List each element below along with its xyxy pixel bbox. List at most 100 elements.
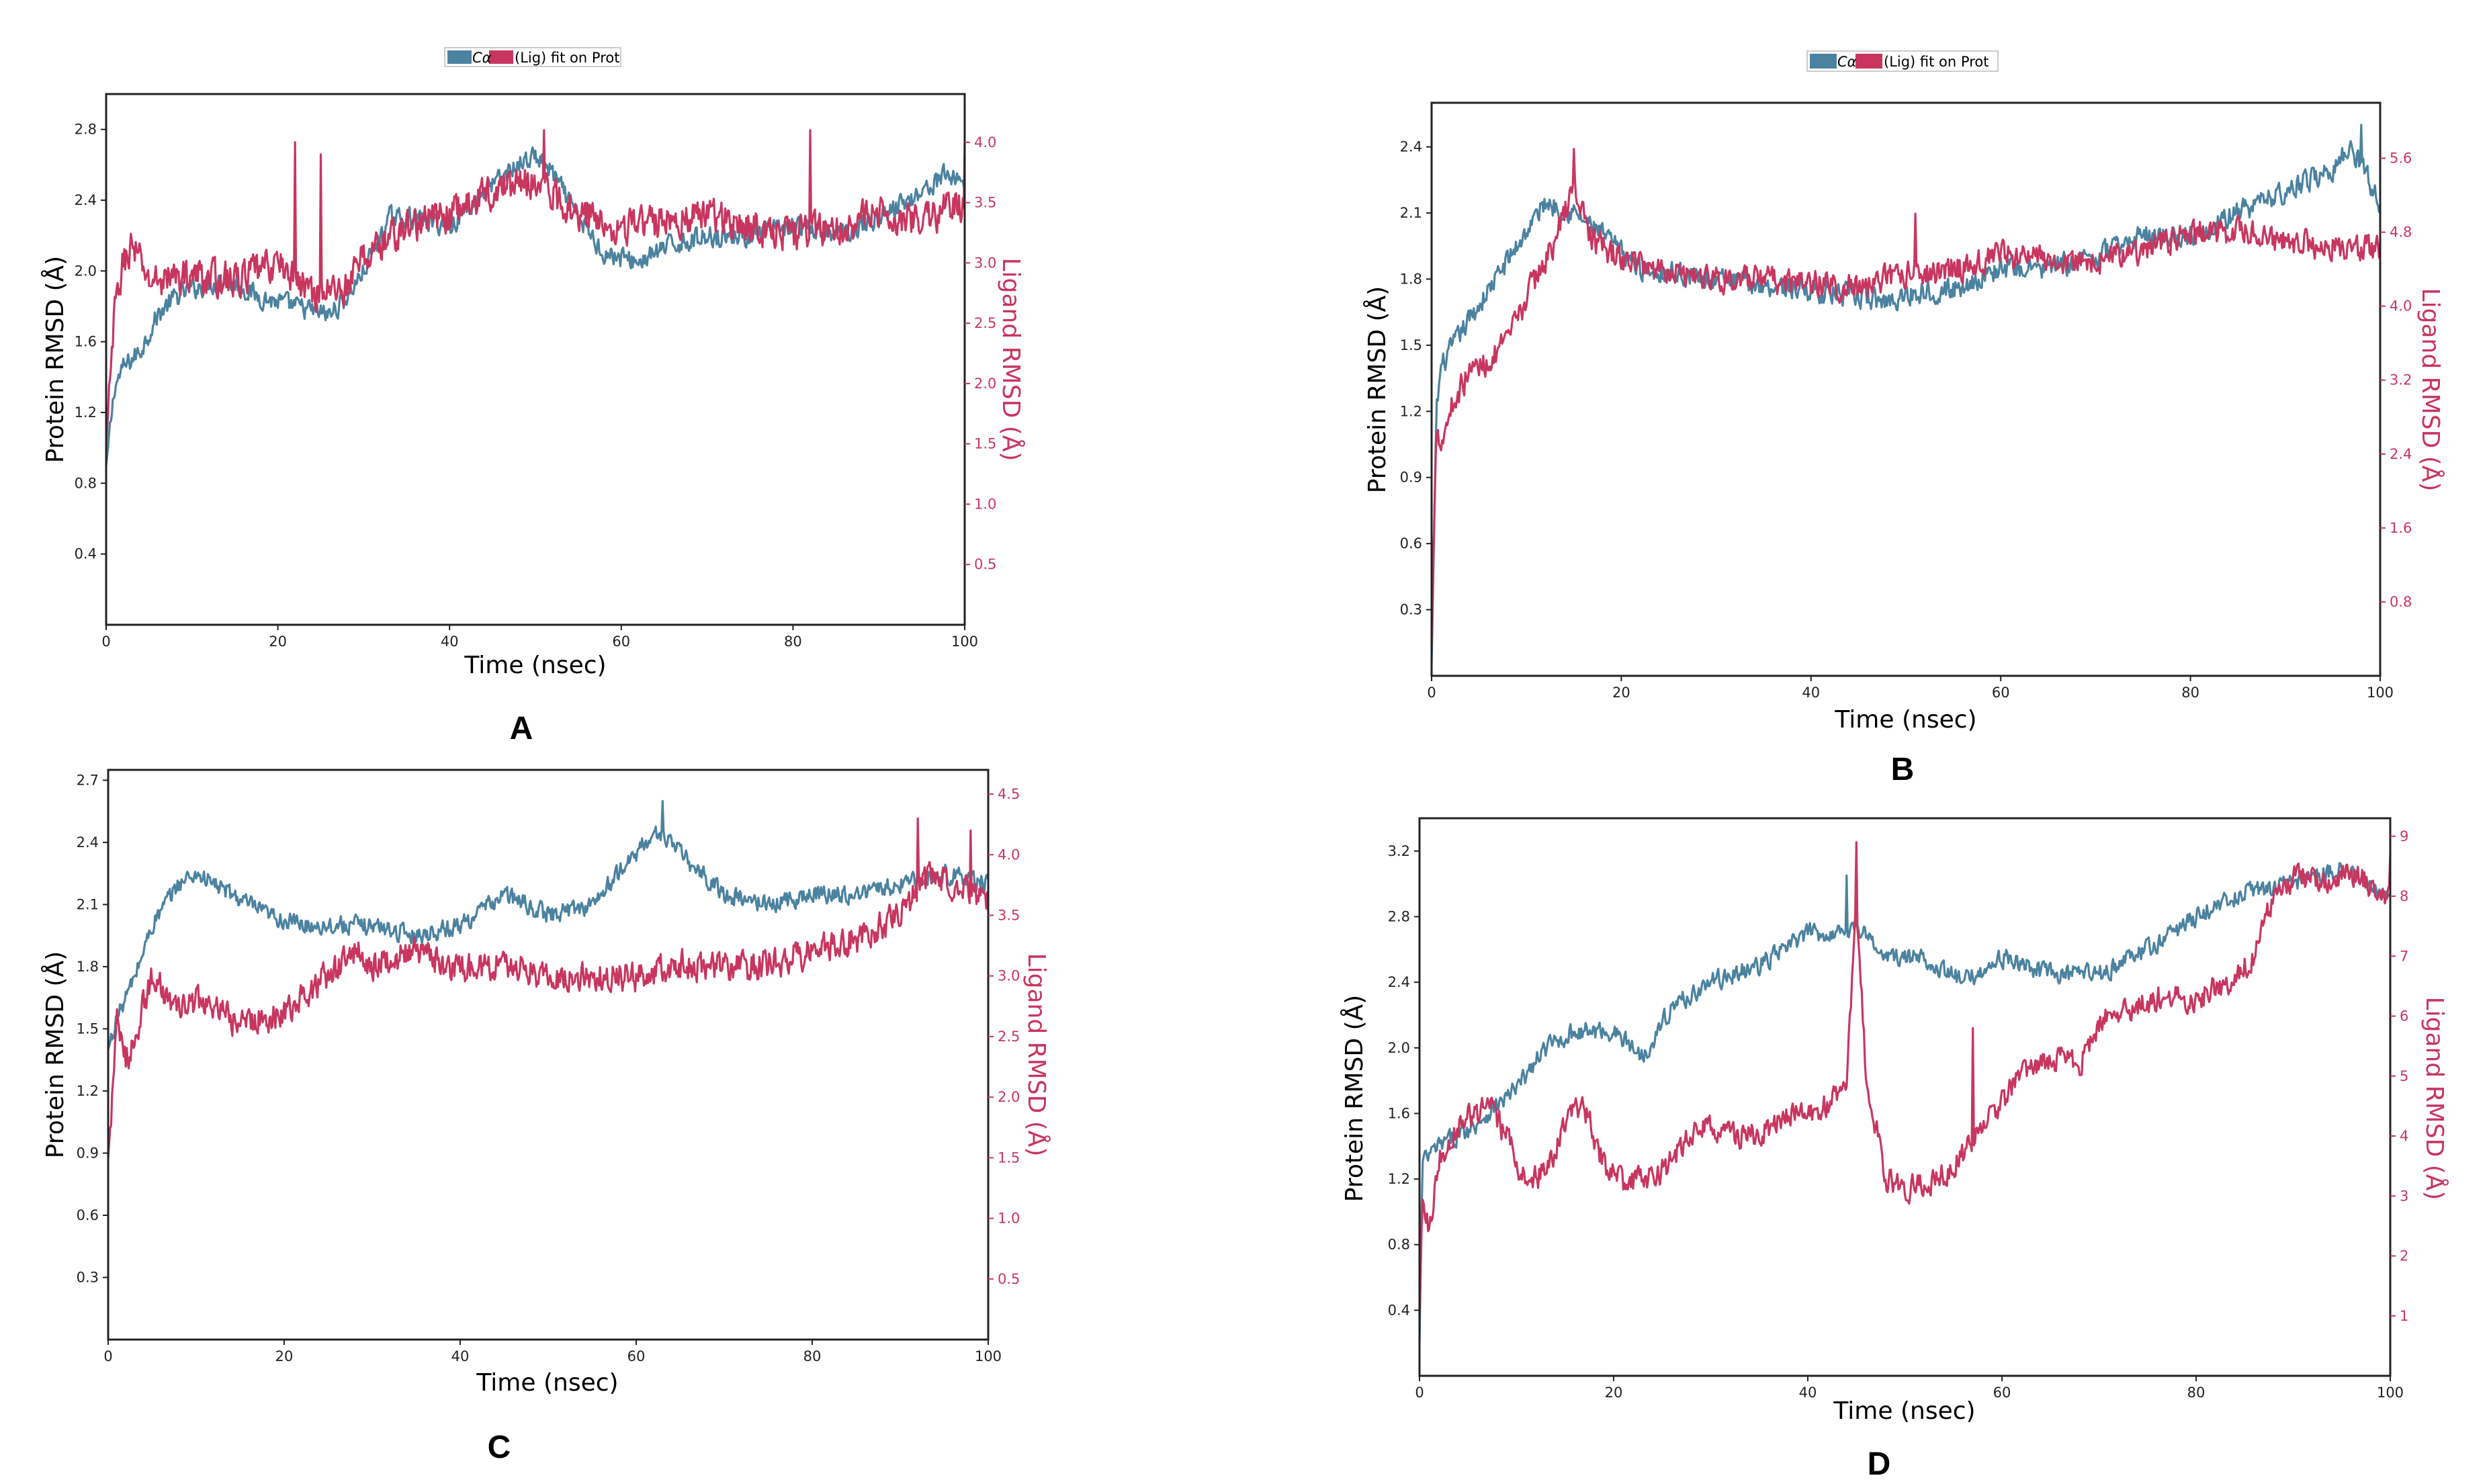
ligand-rmsd-line-d xyxy=(1418,841,2392,1316)
x-tick-label: 20 xyxy=(275,1348,294,1364)
series-area-b xyxy=(1430,124,2382,665)
y2-tick-label: 1.5 xyxy=(998,1149,1020,1166)
y-axis-title-b: Protein RMSD (Å) xyxy=(1362,286,1391,493)
y-tick-label: 0.8 xyxy=(75,475,97,491)
y2-axis-title-c: Ligand RMSD (Å) xyxy=(1022,953,1051,1157)
legend-box xyxy=(444,47,621,67)
y2-tick-label: 8 xyxy=(2400,888,2408,904)
x-tick-label: 60 xyxy=(627,1348,646,1364)
x-axis-title-b: Time (nsec) xyxy=(1834,706,1976,734)
x-tick-label: 60 xyxy=(1993,1385,2011,1401)
y-tick-label: 3.2 xyxy=(1388,843,1410,859)
y-tick-label: 2.7 xyxy=(77,772,99,788)
y2-tick-label: 3.2 xyxy=(2390,372,2412,388)
y-tick-label: 1.6 xyxy=(1388,1105,1410,1121)
y2-tick-label: 2.5 xyxy=(974,315,996,331)
y2-tick-label: 2 xyxy=(2400,1248,2408,1264)
legend-swatch-ligand xyxy=(489,50,513,64)
ligand-rmsd-line-a xyxy=(105,129,966,444)
y-tick-label: 1.2 xyxy=(77,1083,99,1099)
y-axis-title-a: Protein RMSD (Å) xyxy=(40,256,69,463)
y-tick-label: 0.6 xyxy=(77,1207,99,1223)
y-tick-label: 1.2 xyxy=(1388,1171,1410,1187)
x-tick-label: 80 xyxy=(2181,685,2199,701)
ligand-rmsd-line-b xyxy=(1430,148,2382,648)
y2-tick-label: 4.5 xyxy=(998,786,1020,802)
x-tick-label: 100 xyxy=(951,634,978,650)
panel-label-a: A xyxy=(510,711,533,746)
y-tick-label: 0.4 xyxy=(75,546,97,562)
y-tick-label: 2.0 xyxy=(1388,1040,1410,1056)
x-tick-label: 0 xyxy=(1427,685,1436,701)
x-tick-labels-b: 0 20 40 60 80 100 xyxy=(1427,676,2394,701)
y-axis-title-c: Protein RMSD (Å) xyxy=(40,951,69,1158)
y-tick-labels-c: 0.3 0.6 0.9 1.2 1.5 1.8 2.1 2.4 2.7 xyxy=(77,772,108,1285)
y-tick-label: 2.1 xyxy=(77,896,99,912)
y2-tick-label: 6 xyxy=(2400,1008,2408,1024)
y2-tick-label: 0.8 xyxy=(2390,594,2412,610)
y2-axis-title-b: Ligand RMSD (Å) xyxy=(2416,288,2445,492)
y-axis-title-d: Protein RMSD (Å) xyxy=(1340,995,1368,1202)
y2-tick-label: 3 xyxy=(2400,1188,2408,1204)
y-tick-label: 1.2 xyxy=(1400,403,1422,419)
y-tick-label: 1.2 xyxy=(75,404,97,421)
y2-tick-label: 1.0 xyxy=(998,1211,1020,1227)
panel-a: Cα (Lig) fit on Prot 0 20 40 60 80 100 0.4 0.8… xyxy=(40,47,1026,746)
y2-tick-label: 0.5 xyxy=(974,556,996,572)
x-tick-labels-c: 0 20 40 60 80 100 xyxy=(103,1340,1002,1364)
y-tick-label: 0.9 xyxy=(77,1145,99,1161)
y2-tick-label: 4.0 xyxy=(974,134,996,150)
panel-label-d: D xyxy=(1868,1446,1891,1482)
y2-tick-label: 2.0 xyxy=(998,1089,1020,1105)
y2-tick-labels-d: 1 2 3 4 5 6 7 8 9 xyxy=(2390,828,2408,1324)
y-tick-label: 2.4 xyxy=(1388,974,1410,990)
series-area-a xyxy=(105,129,966,466)
x-tick-label: 100 xyxy=(2377,1385,2404,1401)
y2-tick-label: 3.0 xyxy=(974,255,996,271)
y2-tick-label: 3.5 xyxy=(998,908,1020,924)
x-tick-label: 20 xyxy=(269,634,287,650)
legend-label-ligand: (Lig) fit on Prot xyxy=(515,50,619,66)
y2-tick-label: 5.6 xyxy=(2390,150,2412,167)
plot-frame-d xyxy=(1418,817,2392,1377)
series-area-c xyxy=(107,799,990,1158)
y-tick-label: 0.4 xyxy=(1388,1302,1410,1318)
panel-label-c: C xyxy=(488,1430,511,1465)
x-tick-label: 60 xyxy=(612,634,630,650)
protein-rmsd-line-c xyxy=(107,799,990,1050)
x-tick-label: 20 xyxy=(1612,685,1630,701)
x-tick-label: 0 xyxy=(103,1348,112,1364)
x-tick-label: 80 xyxy=(784,634,802,650)
y2-tick-label: 2.4 xyxy=(2390,446,2412,462)
x-tick-label: 80 xyxy=(803,1348,822,1364)
y-tick-label: 0.3 xyxy=(1400,602,1422,618)
x-tick-label: 0 xyxy=(1415,1385,1424,1401)
plot-frame-c xyxy=(107,769,990,1341)
x-axis-title-d: Time (nsec) xyxy=(1833,1397,1975,1425)
x-axis-title-c: Time (nsec) xyxy=(476,1369,618,1397)
x-axis-title-a: Time (nsec) xyxy=(464,652,606,679)
legend-label-protein: Cα xyxy=(472,50,492,66)
y2-tick-label: 7 xyxy=(2400,948,2408,964)
panel-d: 0 20 40 60 80 100 0.4 0.8 1.2 1.6 2.0 2.4 2.8 3.2 1 2… xyxy=(1340,817,2449,1482)
y-tick-labels-a: 0.4 0.8 1.2 1.6 2.0 2.4 2.8 xyxy=(75,122,106,562)
y2-tick-label: 5 xyxy=(2400,1068,2408,1084)
y2-tick-label: 4.8 xyxy=(2390,224,2412,241)
x-tick-label: 80 xyxy=(2187,1385,2206,1401)
y2-tick-label: 2.5 xyxy=(998,1029,1020,1045)
legend-a: Cα (Lig) fit on Prot xyxy=(444,47,621,67)
ligand-rmsd-line-c xyxy=(107,817,990,1158)
panel-c: 0 20 40 60 80 100 0.3 0.6 0.9 1.2 1.5 1.8 2.1 2.4 2.7… xyxy=(40,769,1051,1465)
y2-tick-label: 1.5 xyxy=(974,436,996,452)
legend-swatch-protein xyxy=(1810,54,1837,69)
y2-tick-label: 1.0 xyxy=(974,496,996,512)
x-tick-label: 60 xyxy=(1992,685,2010,701)
legend-swatch-ligand xyxy=(1855,54,1882,69)
legend-label-ligand: (Lig) fit on Prot xyxy=(1884,54,1989,70)
x-tick-label: 40 xyxy=(451,1348,470,1364)
plot-frame-b xyxy=(1430,101,2382,677)
y-tick-labels-b: 0.3 0.6 0.9 1.2 1.5 1.8 2.1 2.4 xyxy=(1400,139,1432,618)
y2-tick-labels-c: 0.5 1.0 1.5 2.0 2.5 3.0 3.5 4.0 4.5 xyxy=(988,786,1020,1287)
x-tick-label: 100 xyxy=(975,1348,1002,1364)
y2-tick-label: 3.5 xyxy=(974,195,996,211)
